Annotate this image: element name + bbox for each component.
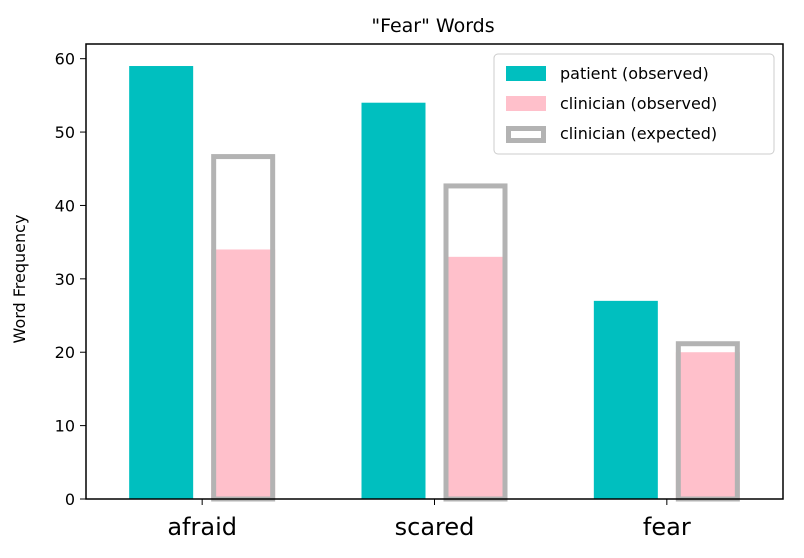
plot-frame bbox=[85, 43, 784, 500]
x-tick-label-fear: fear bbox=[643, 513, 691, 541]
bar-clinician-observed-afraid bbox=[211, 249, 276, 499]
legend-label-patient-observed: patient (observed) bbox=[560, 64, 709, 83]
x-tick-label-scared: scared bbox=[395, 513, 475, 541]
plot-area bbox=[129, 66, 740, 502]
bar-patient-observed-afraid bbox=[129, 66, 194, 500]
legend-swatch-clinician-observed bbox=[506, 96, 546, 111]
y-tick-label-10: 10 bbox=[55, 417, 75, 436]
y-axis-label: Word Frequency bbox=[10, 215, 29, 344]
bar-patient-observed-fear bbox=[593, 300, 658, 499]
legend-swatch-clinician-expected bbox=[506, 126, 546, 143]
y-tick-label-50: 50 bbox=[55, 123, 75, 142]
y-tick-label-60: 60 bbox=[55, 50, 75, 69]
legend-swatch-patient-observed bbox=[506, 66, 546, 81]
legend: patient (observed) clinician (observed) cl… bbox=[493, 53, 775, 155]
bar-patient-observed-scared bbox=[361, 102, 426, 499]
y-tick-label-40: 40 bbox=[55, 196, 75, 215]
bar-clinician-observed-scared bbox=[443, 256, 508, 499]
y-tick-label-0: 0 bbox=[65, 490, 75, 509]
axes: afraid scared fear 0 10 20 30 40 50 60 bbox=[55, 43, 784, 541]
bar-clinician-observed-fear bbox=[675, 352, 740, 499]
legend-label-clinician-observed: clinician (observed) bbox=[560, 94, 717, 113]
chart-title: "Fear" Words bbox=[371, 15, 494, 37]
y-tick-label-20: 20 bbox=[55, 343, 75, 362]
x-tick-label-afraid: afraid bbox=[167, 513, 237, 541]
legend-label-clinician-expected: clinician (expected) bbox=[560, 124, 717, 143]
y-tick-label-30: 30 bbox=[55, 270, 75, 289]
legend-box bbox=[493, 53, 775, 155]
